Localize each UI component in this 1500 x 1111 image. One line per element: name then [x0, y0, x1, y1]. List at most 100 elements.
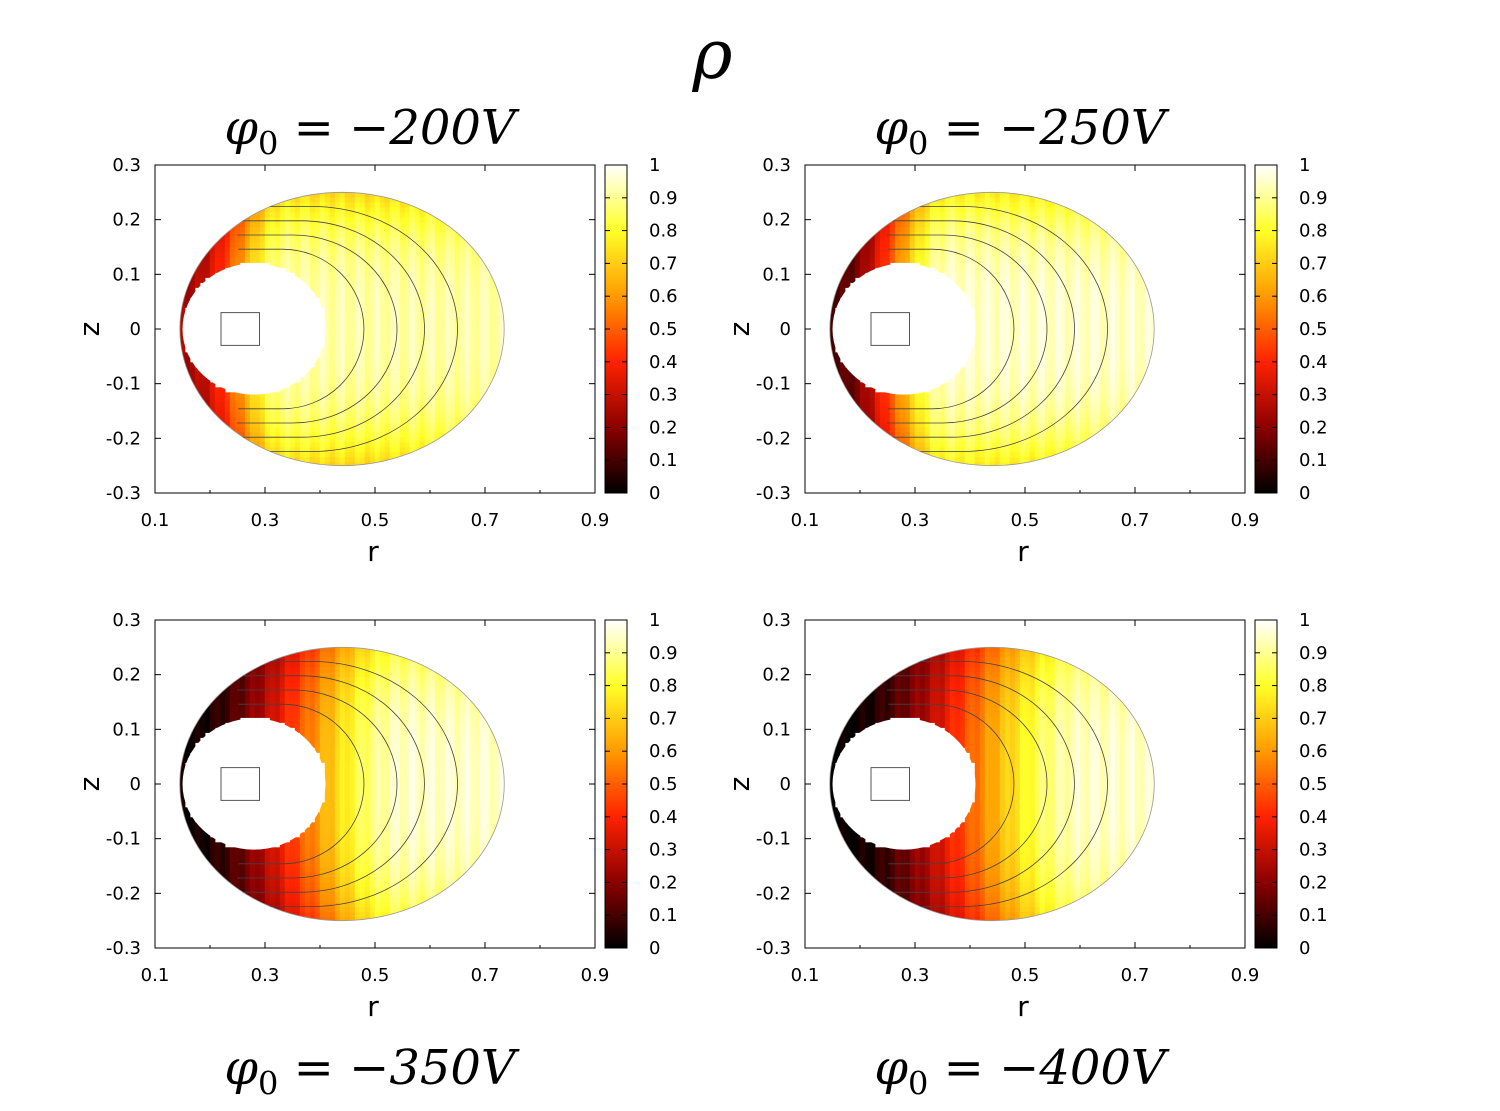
- heatmap-cell: [484, 402, 491, 408]
- heatmap-cell: [829, 412, 836, 418]
- heatmap-cell: [924, 417, 931, 423]
- heatmap-cell: [1004, 342, 1011, 348]
- heatmap-cell: [419, 302, 426, 308]
- heatmap-cell: [844, 397, 851, 403]
- heatmap-cell: [1049, 272, 1056, 278]
- heatmap-cell: [1044, 382, 1051, 388]
- heatmap-cell: [274, 432, 281, 438]
- heatmap-cell: [204, 422, 211, 428]
- heatmap-cell: [829, 437, 836, 443]
- heatmap-cell: [319, 302, 326, 308]
- heatmap-cell: [199, 377, 206, 383]
- heatmap-cell: [334, 377, 341, 383]
- heatmap-cell: [849, 392, 856, 398]
- heatmap-cell: [1029, 287, 1036, 293]
- heatmap-cell: [324, 387, 331, 393]
- heatmap-cell: [479, 457, 486, 463]
- heatmap-cell: [454, 392, 461, 398]
- heatmap-cell: [324, 287, 331, 293]
- heatmap-cell: [994, 292, 1001, 298]
- heatmap-cell: [954, 442, 961, 448]
- heatmap-cell: [409, 322, 416, 328]
- heatmap-cell: [374, 222, 381, 228]
- heatmap-cell: [474, 332, 481, 338]
- heatmap-cell: [489, 442, 496, 448]
- heatmap-cell: [879, 422, 886, 428]
- heatmap-cell: [209, 402, 216, 408]
- heatmap-cell: [244, 247, 251, 253]
- heatmap-cell: [889, 417, 896, 423]
- heatmap-cell: [934, 387, 941, 393]
- heatmap-cell: [1029, 402, 1036, 408]
- heatmap-cell: [199, 402, 206, 408]
- heatmap-cell: [324, 407, 331, 413]
- heatmap-cell: [439, 392, 446, 398]
- heatmap-cell: [429, 462, 436, 466]
- heatmap-cell: [959, 397, 966, 403]
- heatmap-cell: [489, 287, 496, 293]
- heatmap-cell: [229, 422, 236, 428]
- heatmap-cell: [429, 392, 436, 398]
- heatmap-cell: [989, 202, 996, 208]
- heatmap-cell: [464, 212, 471, 218]
- heatmap-cell: [829, 332, 836, 338]
- heatmap-cell: [254, 202, 261, 208]
- heatmap-cell: [284, 432, 291, 438]
- heatmap-cell: [434, 447, 441, 453]
- heatmap-cell: [304, 227, 311, 233]
- heatmap-cell: [364, 342, 371, 348]
- heatmap-cell: [969, 392, 976, 398]
- heatmap-cell: [364, 287, 371, 293]
- heatmap-cell: [1009, 257, 1016, 263]
- heatmap-cell: [434, 452, 441, 458]
- heatmap-cell: [444, 192, 451, 198]
- heatmap-cell: [369, 277, 376, 283]
- heatmap-cell: [319, 297, 326, 303]
- heatmap-cell: [984, 422, 991, 428]
- heatmap-cell: [399, 217, 406, 223]
- heatmap-cell: [1044, 417, 1051, 423]
- heatmap-cell: [349, 457, 356, 463]
- heatmap-cell: [359, 297, 366, 303]
- heatmap-cell: [424, 212, 431, 218]
- heatmap-cell: [1019, 387, 1026, 393]
- heatmap-cell: [389, 202, 396, 208]
- heatmap-cell: [224, 427, 231, 433]
- heatmap-cell: [419, 237, 426, 243]
- heatmap-cell: [384, 277, 391, 283]
- heatmap-cell: [329, 352, 336, 358]
- heatmap-cell: [194, 232, 201, 238]
- heatmap-cell: [219, 437, 226, 443]
- heatmap-cell: [374, 362, 381, 368]
- heatmap-cell: [364, 207, 371, 213]
- heatmap-cell: [939, 417, 946, 423]
- heatmap-cell: [1024, 457, 1031, 463]
- heatmap-cell: [334, 312, 341, 318]
- heatmap-cell: [869, 207, 876, 213]
- heatmap-cell: [919, 222, 926, 228]
- heatmap-cell: [474, 397, 481, 403]
- heatmap-cell: [859, 462, 866, 466]
- heatmap-cell: [464, 452, 471, 458]
- heatmap-cell: [924, 457, 931, 463]
- heatmap-cell: [1029, 417, 1036, 423]
- heatmap-cell: [214, 387, 221, 393]
- heatmap-cell: [474, 452, 481, 458]
- heatmap-cell: [859, 447, 866, 453]
- heatmap-cell: [244, 227, 251, 233]
- heatmap-cell: [269, 432, 276, 438]
- heatmap-cell: [494, 397, 501, 403]
- heatmap-cell: [469, 332, 476, 338]
- heatmap-cell: [849, 202, 856, 208]
- heatmap-cell: [179, 337, 186, 343]
- heatmap-cell: [199, 242, 206, 248]
- heatmap-cell: [384, 392, 391, 398]
- heatmap-cell: [844, 382, 851, 388]
- heatmap-cell: [479, 342, 486, 348]
- heatmap-cell: [894, 242, 901, 248]
- heatmap-cell: [249, 242, 256, 248]
- heatmap-cell: [424, 352, 431, 358]
- heatmap-cell: [499, 197, 505, 203]
- heatmap-cell: [434, 217, 441, 223]
- panel-title-4: φ0 = −400V: [740, 1044, 1300, 1100]
